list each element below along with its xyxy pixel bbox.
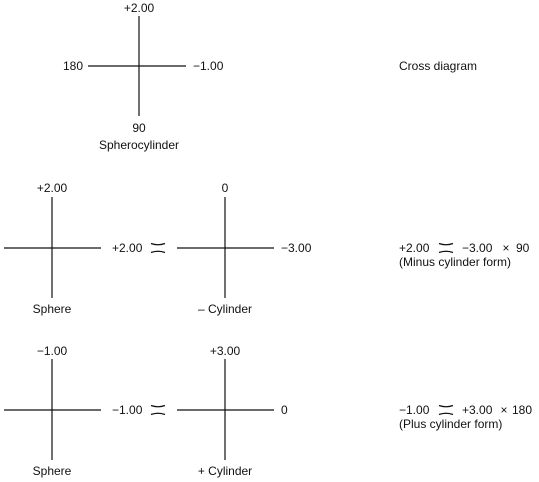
cross-diagram-note: Cross diagram [399,59,477,73]
plus-formula-axis: 180 [512,403,532,417]
cross-caption: Spherocylinder [99,138,179,152]
plus-formula-cylinder: +3.00 [462,403,493,417]
cross-right-power: −1.00 [193,59,224,73]
combine-symbol [438,242,454,254]
combine-symbol [438,404,454,416]
minus-cyl-caption: – Cylinder [198,302,252,316]
minus-formula-sphere: +2.00 [399,241,430,255]
minus-row: +2.00 Sphere +2.00 0 −3.00 – Cylinder +2… [4,181,530,316]
plus-formula-sphere: −1.00 [399,403,430,417]
minus-sphere-value: +2.00 [112,241,143,255]
combine-symbol [150,242,166,254]
minus-formula-cylinder: −3.00 [462,241,493,255]
cross-bottom-axis: 90 [132,121,146,135]
plus-sphere-top-power: −1.00 [37,344,68,358]
plus-cyl-top-power: +3.00 [210,344,241,358]
plus-form-note: (Plus cylinder form) [399,417,502,431]
cross-left-axis: 180 [63,59,83,73]
cross-top-power: +2.00 [124,1,155,15]
combine-symbol [150,404,166,416]
minus-formula-axis: 90 [516,241,530,255]
plus-cyl-right-power: 0 [281,403,288,417]
times-symbol: × [500,403,507,417]
times-symbol: × [502,241,509,255]
spherocylinder-cross: +2.00 180 −1.00 90 Spherocylinder [63,1,224,152]
minus-form-note: (Minus cylinder form) [399,255,511,269]
minus-cyl-top-power: 0 [222,181,229,195]
minus-cyl-right-power: −3.00 [281,241,312,255]
plus-sphere-value: −1.00 [112,403,143,417]
minus-sphere-top-power: +2.00 [37,181,68,195]
plus-sphere-caption: Sphere [33,464,72,478]
plus-cyl-caption: + Cylinder [198,464,252,478]
plus-row: −1.00 Sphere −1.00 +3.00 0 + Cylinder −1… [4,344,532,478]
minus-sphere-caption: Sphere [33,302,72,316]
